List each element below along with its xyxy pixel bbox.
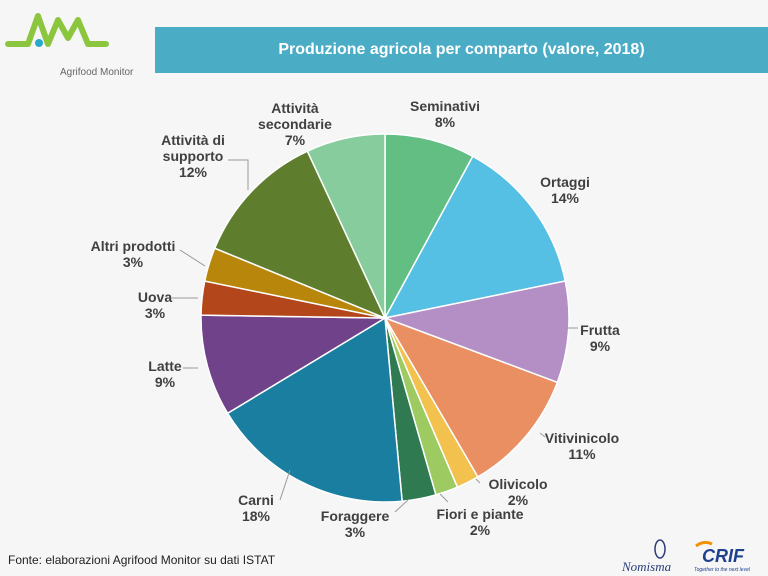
slice-value: 12% — [178, 164, 208, 180]
slice-label: Fiori e piante 2% — [436, 506, 523, 538]
leader-line — [228, 159, 249, 190]
slice-name: Attività di supporto — [161, 132, 225, 164]
crif-logo: CRIF Together to the next level — [694, 540, 751, 573]
slice-label: Attività di supporto 12% — [138, 132, 248, 180]
slice-value: 8% — [434, 114, 456, 130]
svg-text:Together to the next level: Together to the next level — [694, 567, 751, 573]
slice-label: Carni 18% — [238, 492, 274, 524]
pie-slice-2 — [383, 155, 567, 320]
slice-value: 7% — [284, 132, 306, 148]
slice-name: Olivicolo — [488, 476, 548, 492]
leader-line — [179, 249, 206, 267]
slice-label: Vitivinicolo 11% — [545, 430, 619, 462]
slice-name: Seminativi — [409, 98, 481, 114]
leader-line — [394, 499, 409, 513]
leader-line — [475, 478, 481, 484]
slice-value: 14% — [550, 190, 580, 206]
slice-label: Attività secondarie 7% — [240, 100, 350, 148]
slice-name: Foraggere — [320, 508, 390, 524]
slice-label: Foraggere 3% — [321, 508, 389, 540]
svg-text:Nomisma: Nomisma — [621, 559, 672, 574]
pie-slice-4 — [383, 316, 559, 478]
slice-name: Frutta — [580, 322, 620, 338]
slice-value: 11% — [568, 446, 596, 462]
slice-label: Latte 9% — [148, 358, 181, 390]
slice-name: Uova — [137, 289, 173, 305]
slice-label: Olivicolo 2% — [488, 476, 547, 508]
leader-line — [539, 432, 546, 438]
slice-label: Frutta 9% — [580, 322, 620, 354]
slice-label: Altri prodotti 3% — [91, 238, 176, 270]
slice-value: 18% — [241, 508, 271, 524]
pie-slice-13 — [306, 133, 386, 319]
slice-name: Attività secondarie — [258, 100, 332, 132]
leader-line — [279, 469, 291, 501]
svg-text:CRIF: CRIF — [702, 546, 745, 566]
source-note: Fonte: elaborazioni Agrifood Monitor su … — [8, 553, 276, 567]
pie-slice-12 — [213, 150, 387, 320]
slice-value: 9% — [589, 338, 611, 354]
slice-name: Altri prodotti — [90, 238, 176, 254]
nomisma-logo: Nomisma — [621, 539, 672, 574]
slice-name: Fiori e piante — [436, 506, 524, 522]
agrifood-monitor-logo: Agrifood Monitor — [0, 10, 160, 80]
slice-name: Ortaggi — [540, 174, 590, 190]
slice-value: 2% — [469, 522, 491, 538]
slice-label: Ortaggi 14% — [540, 174, 590, 206]
slice-name: Latte — [148, 358, 182, 374]
slice-value: 3% — [344, 524, 366, 540]
pie-slice-8 — [226, 316, 403, 503]
logo-text: Agrifood Monitor — [60, 67, 134, 78]
slice-label: Uova 3% — [138, 289, 172, 321]
slice-name: Carni — [238, 492, 274, 508]
slice-label: Seminativi 8% — [410, 98, 480, 130]
slice-value: 3% — [122, 254, 144, 270]
pie-slice-9 — [200, 314, 388, 415]
chart-title: Produzione agricola per comparto (valore… — [155, 27, 768, 73]
slice-name: Vitivinicolo — [544, 430, 620, 446]
leader-line — [439, 493, 449, 503]
pie-slice-3 — [382, 280, 570, 384]
pie-slice-1 — [384, 133, 474, 319]
slice-value: 3% — [144, 305, 166, 321]
slice-value: 2% — [507, 492, 529, 508]
slice-value: 9% — [154, 374, 176, 390]
